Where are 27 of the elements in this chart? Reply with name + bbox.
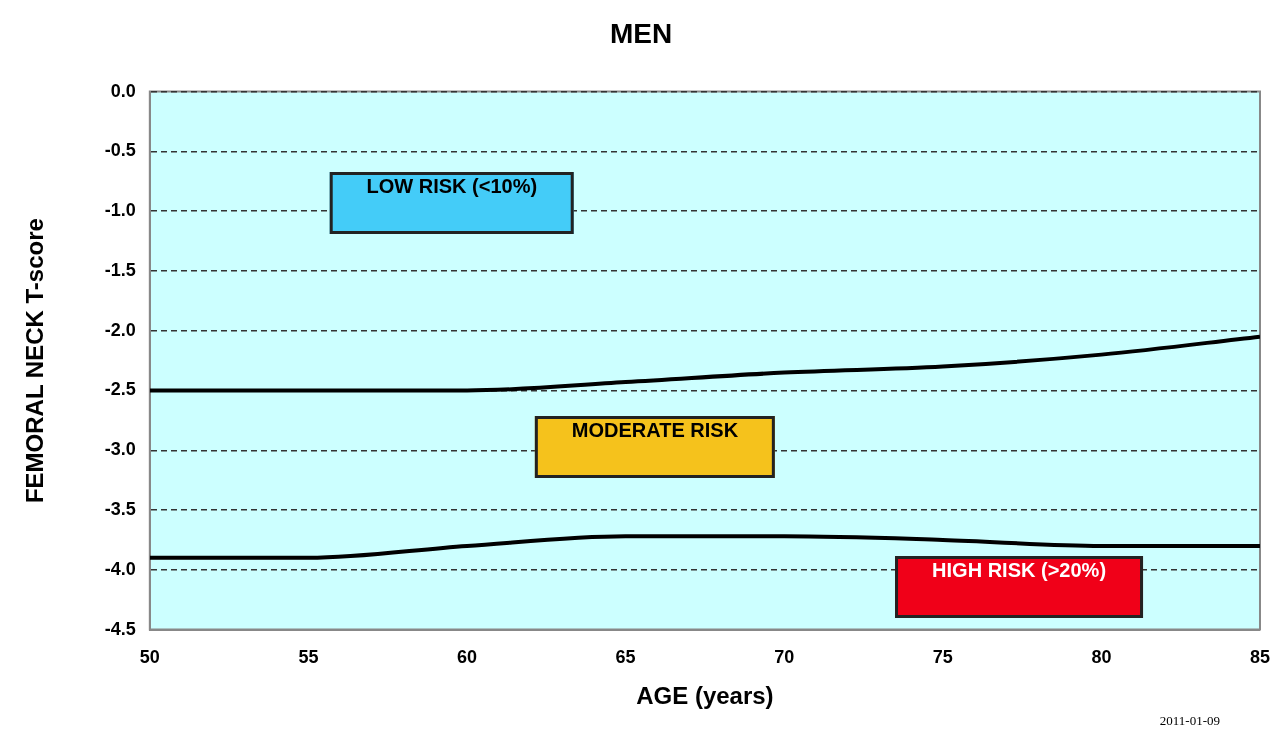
text: 2011-01-09 [1159,712,1220,728]
label-box: HIGH RISK (>20%) [895,555,1144,618]
y-axis-title: FEMORAL NECK T-score [21,218,49,504]
y-tick-label: -0.5 [104,140,136,161]
label-box: MODERATE RISK [534,415,776,478]
x-tick-label: 75 [932,647,953,668]
x-tick-label: 70 [774,647,795,668]
y-tick-label: -4.0 [104,558,136,579]
x-tick-label: 80 [1091,647,1112,668]
y-tick-label: -2.0 [104,319,136,340]
x-tick-label: 55 [298,647,319,668]
x-axis-title: AGE (years) [636,682,774,710]
y-tick-label: -1.0 [104,200,136,221]
y-tick-label: 0.0 [110,80,136,101]
x-tick-label: 65 [615,647,636,668]
y-tick-label: -3.5 [104,499,136,520]
x-tick-label: 50 [139,647,160,668]
label-box: LOW RISK (<10%) [329,171,575,234]
chart-title: MEN [609,17,673,49]
y-tick-label: -1.5 [104,259,136,280]
x-tick-label: 85 [1249,647,1270,668]
y-tick-label: -3.0 [104,439,136,460]
y-tick-label: -2.5 [104,379,136,400]
line-series [149,534,1260,560]
line-series [149,334,1260,393]
y-tick-label: -4.5 [104,618,136,639]
x-tick-label: 60 [456,647,478,668]
